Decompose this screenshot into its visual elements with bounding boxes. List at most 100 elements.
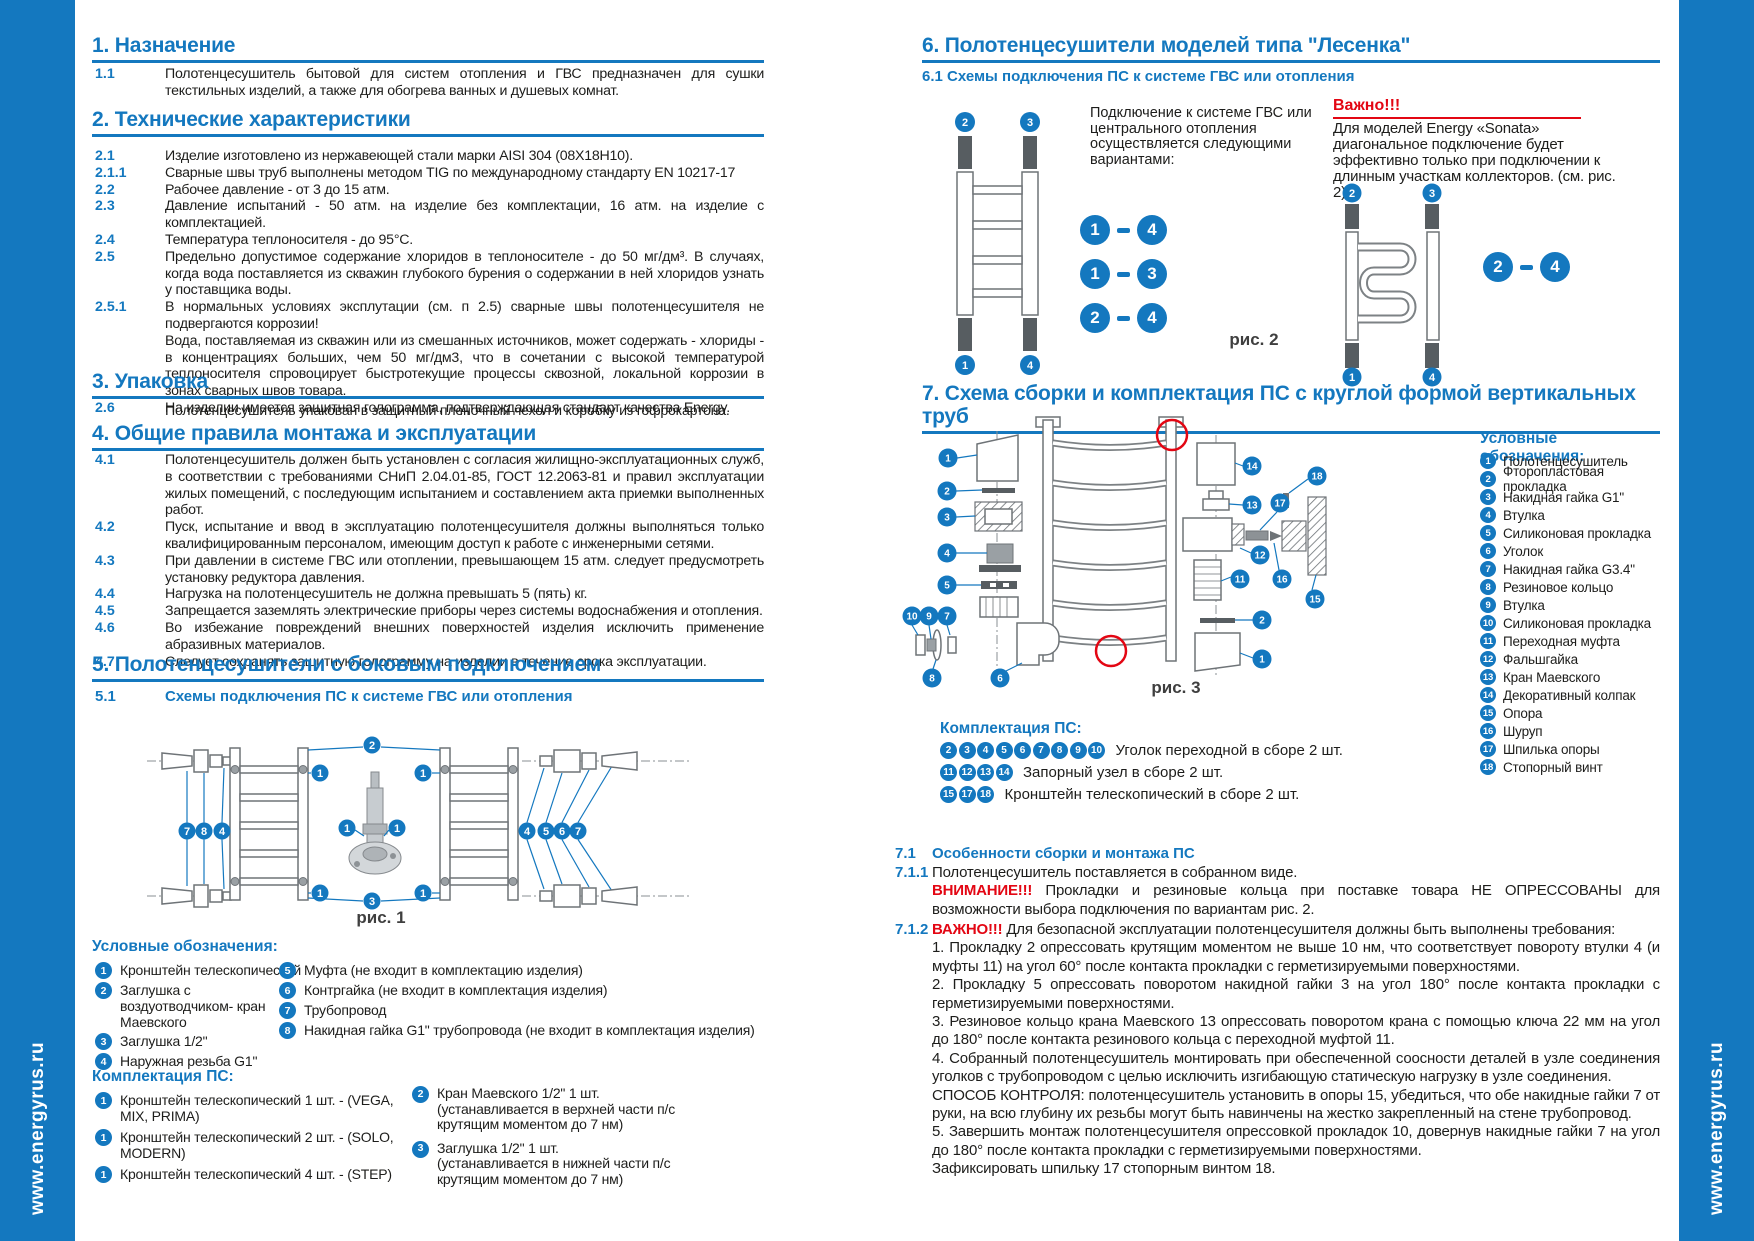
subsection-title: Схемы подключения ПС к системе ГВС или о… bbox=[165, 688, 573, 705]
item-text: Следует сохранять защитную голограмму на… bbox=[165, 654, 764, 671]
item-number-badge: 13 bbox=[1480, 669, 1496, 685]
variant-pair: 2 4 bbox=[1080, 303, 1167, 333]
item-paragraph: Пуск, испытание и ввод в эксплуатацию по… bbox=[165, 519, 764, 552]
legend-item: 3 Накидная гайка G1" bbox=[1480, 488, 1660, 506]
paragraph-7-1-1: 7.1.1 Полотенцесушитель поставляется в с… bbox=[895, 864, 1660, 919]
item-number-badge: 1 bbox=[95, 1129, 112, 1146]
item-paragraph: Нагрузка на полотенцесушитель не должна … bbox=[165, 586, 588, 603]
important-intro: Для безопасной эксплуатации полотенцесуш… bbox=[1002, 921, 1616, 938]
item-number-badge: 16 bbox=[1480, 723, 1496, 739]
item-paragraph-2: Вода, поставляемая из скважин или из сме… bbox=[165, 332, 764, 400]
kit-item: 3 Заглушка 1/2" 1 шт. (устанавливается в… bbox=[412, 1140, 712, 1188]
section-5-1-subheading: 5.1 Схемы подключения ПС к системе ГВС и… bbox=[92, 688, 573, 705]
legend-item-label: Декоративный колпак bbox=[1503, 687, 1636, 703]
item-number-badge: 4 bbox=[977, 742, 994, 759]
kit-item-note: (устанавливается в верхней части п/с кру… bbox=[437, 1100, 676, 1132]
item-number-badge: 8 bbox=[1051, 742, 1068, 759]
towel-rail-ladder bbox=[1035, 416, 1189, 668]
item-number: 2.4 bbox=[95, 231, 115, 248]
item-number-badge: 4 bbox=[95, 1053, 112, 1070]
item-number-badge: 2 bbox=[95, 982, 112, 999]
variant-number-badge: 4 bbox=[1137, 215, 1167, 245]
variant-number-badge: 1 bbox=[1080, 215, 1110, 245]
kit-row-badges: 11 12 13 14 bbox=[940, 764, 1014, 781]
item-text: Нагрузка на полотенцесушитель не должна … bbox=[165, 586, 764, 603]
kit-row-label: Запорный узел в сборе 2 шт. bbox=[1023, 764, 1224, 781]
item-paragraph: Запрещается заземлять электрические приб… bbox=[165, 603, 763, 620]
item-text: Изделие изготовлено из нержавеющей стали… bbox=[165, 148, 764, 165]
callout-8-icon: 8 bbox=[195, 822, 213, 840]
svg-text:14: 14 bbox=[1246, 462, 1258, 473]
kit-row: 2 3 4 5 6 7 8 9 10 Уголок переходной в сборе 2 ш… bbox=[940, 742, 1343, 759]
item-number-badge: 3 bbox=[95, 1033, 112, 1050]
connection-intro-text: Подключение к системе ГВС или центрально… bbox=[1090, 105, 1312, 168]
svg-text:3: 3 bbox=[369, 896, 375, 908]
kit-item-label: Кронштейн телескопический 2 шт. - (SOLO,… bbox=[120, 1129, 394, 1161]
figure-2-sonata-diagram: 2 3 1 4 bbox=[1342, 183, 1442, 387]
callout-2-icon: 2 bbox=[937, 481, 957, 501]
svg-text:17: 17 bbox=[1274, 499, 1286, 510]
svg-text:7: 7 bbox=[184, 826, 190, 838]
kit-item-text: Кран Маевского 1/2" 1 шт. bbox=[437, 1085, 600, 1101]
callout-1-icon: 1 bbox=[311, 764, 329, 782]
svg-text:4: 4 bbox=[1429, 372, 1436, 384]
section-6-1-subheading: 6.1 Схемы подключения ПС к системе ГВС и… bbox=[922, 68, 1355, 85]
subsection-title: Особенности сборки и монтажа ПС bbox=[932, 845, 1195, 862]
legend-item: 11 Переходная муфта bbox=[1480, 632, 1660, 650]
variant-number-badge: 3 bbox=[1137, 259, 1167, 289]
numbered-item: 2.4 Температура теплоносителя - до 95°С. bbox=[92, 232, 764, 249]
item-number-badge: 14 bbox=[1480, 687, 1496, 703]
legend-item: 6 Контргайка (не входит в комплектация и… bbox=[279, 982, 764, 999]
legend-item-label: Шуруп bbox=[1503, 723, 1543, 739]
variant-pair: 1 4 bbox=[1080, 215, 1167, 245]
svg-text:2: 2 bbox=[369, 740, 375, 752]
item-number: 2.5.1 bbox=[95, 299, 127, 316]
item-paragraph: Следует сохранять защитную голограмму на… bbox=[165, 653, 707, 670]
paragraph-line: ВАЖНО!!! Для безопасной эксплуатации пол… bbox=[932, 921, 1660, 939]
item-number-badge: 13 bbox=[977, 764, 994, 781]
callout-12-icon: 12 bbox=[1250, 545, 1270, 565]
svg-text:5: 5 bbox=[944, 581, 950, 592]
svg-text:13: 13 bbox=[1246, 501, 1258, 512]
numbered-item: 4.3 При давлении в системе ГВС или отопл… bbox=[92, 553, 764, 587]
svg-text:12: 12 bbox=[1254, 551, 1266, 562]
svg-text:3: 3 bbox=[1429, 188, 1435, 200]
legend-item-label: Кран Маевского bbox=[1503, 669, 1601, 685]
item-number-badge: 5 bbox=[995, 742, 1013, 759]
paragraph-body: ВАЖНО!!! Для безопасной эксплуатации пол… bbox=[932, 921, 1660, 1179]
right-parts-column bbox=[1182, 442, 1327, 672]
item-paragraph: Полотенцесушитель должен быть установлен… bbox=[165, 452, 764, 519]
legend-item-label: Накидная гайка G1" трубопровода (не вход… bbox=[304, 1022, 755, 1038]
callout-6-icon: 6 bbox=[990, 668, 1010, 688]
variant-number-badge: 4 bbox=[1137, 303, 1167, 333]
item-text: Полотенцесушитель бытовой для систем ото… bbox=[165, 66, 764, 100]
item-paragraph: Рабочее давление - от 3 до 15 атм. bbox=[165, 181, 390, 198]
section-1-items: 1.1 Полотенцесушитель бытовой для систем… bbox=[92, 66, 764, 100]
item-text: Пуск, испытание и ввод в эксплуатацию по… bbox=[165, 519, 764, 553]
numbered-item: 2.3 Давление испытаний - 50 атм. на изде… bbox=[92, 198, 764, 232]
callout-1-icon: 1 bbox=[414, 884, 432, 902]
svg-text:16: 16 bbox=[1276, 575, 1288, 586]
section-7-1-subheading: 7.1 Особенности сборки и монтажа ПС bbox=[895, 845, 1195, 862]
requirement-paragraph: 2. Прокладку 5 опрессовать поворотом нак… bbox=[932, 976, 1660, 1012]
section-3-body: Полотенцесушитель упакован в защитный пл… bbox=[165, 403, 730, 419]
item-number-badge: 6 bbox=[1014, 742, 1031, 759]
item-paragraph: В нормальных условиях эксплутации (см. п… bbox=[165, 299, 764, 332]
dash-icon bbox=[1520, 264, 1533, 270]
item-number: 2.2 bbox=[95, 181, 115, 198]
item-paragraph: Полотенцесушитель бытовой для систем ото… bbox=[165, 66, 764, 99]
legend-item-label: Трубопровод bbox=[304, 1002, 387, 1018]
callout-1-icon: 1 bbox=[1252, 649, 1272, 669]
sonata-variant: 2 4 bbox=[1483, 252, 1570, 296]
legend-item: 13 Кран Маевского bbox=[1480, 668, 1660, 686]
svg-text:1: 1 bbox=[394, 823, 400, 835]
numbered-item: 2.5 Предельно допустимое содержание хлор… bbox=[92, 249, 764, 299]
item-number-badge: 4 bbox=[1480, 507, 1496, 523]
svg-text:6: 6 bbox=[997, 674, 1003, 685]
legend-item: 8 Накидная гайка G1" трубопровода (не вх… bbox=[279, 1022, 764, 1039]
sidebar-right: www.energyrus.ru bbox=[1679, 0, 1754, 1241]
numbered-item: 4.7 Следует сохранять защитную голограмм… bbox=[92, 654, 764, 671]
item-number: 2.5 bbox=[95, 248, 115, 265]
legend-item-label: Опора bbox=[1503, 705, 1543, 721]
kit-5-column-2: 2 Кран Маевского 1/2" 1 шт. (устанавлива… bbox=[412, 1085, 712, 1195]
